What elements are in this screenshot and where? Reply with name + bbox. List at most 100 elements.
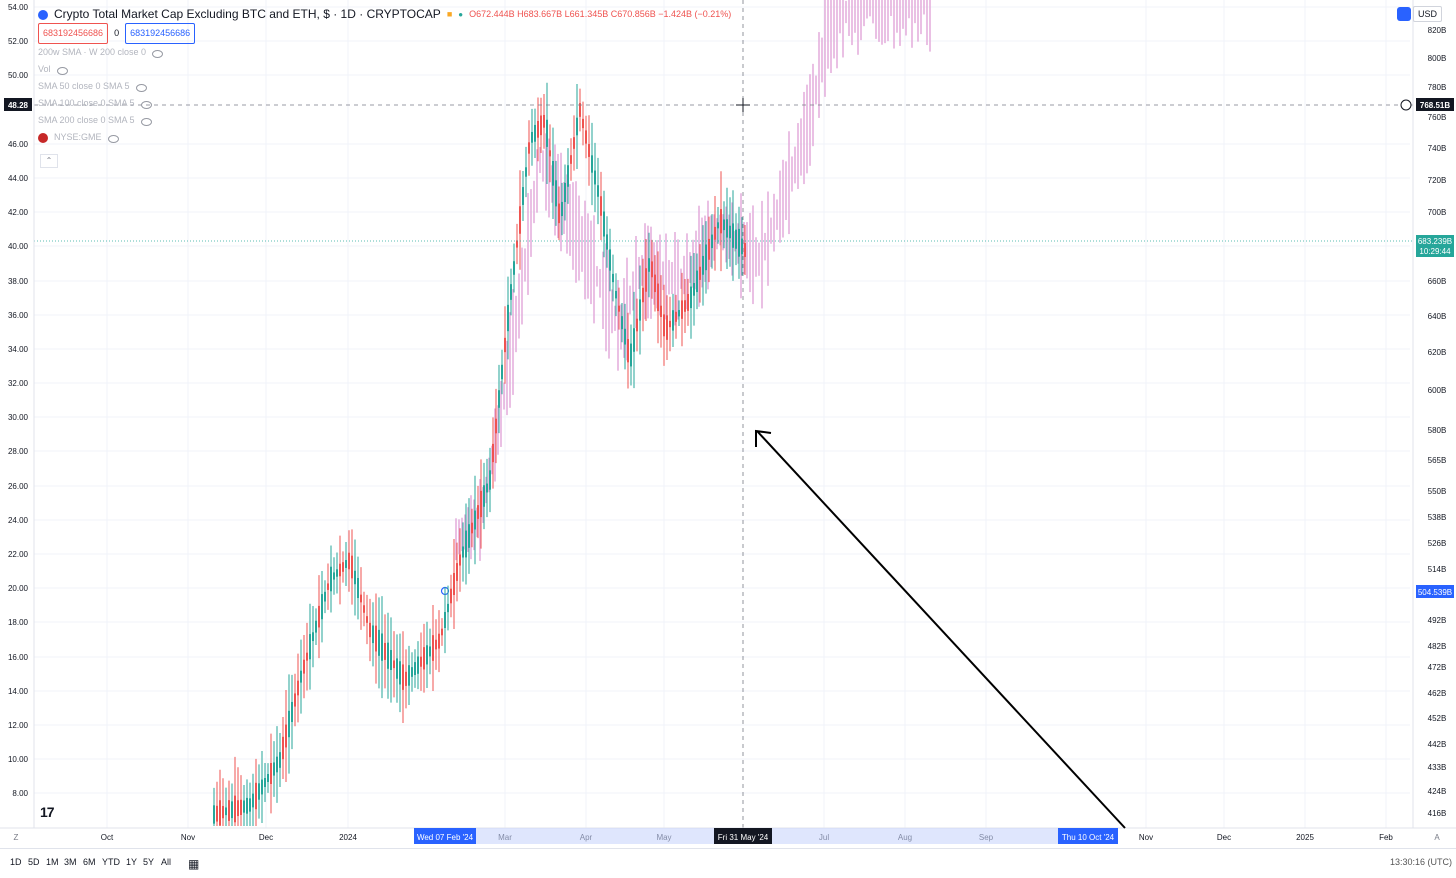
range-all[interactable]: All [161,857,172,867]
candle-body [615,290,617,299]
utc-clock[interactable]: 13:30:16 (UTC) [1389,857,1452,867]
candle-body [495,418,497,434]
candle-body [696,270,698,293]
calendar-icon[interactable]: ▦ [188,857,200,871]
crosshair-price-label-right [1416,98,1454,111]
candle-body [261,779,263,795]
candle-body [582,118,584,129]
candle-body [318,605,320,628]
candle-body [423,647,425,670]
buy-pill[interactable]: 683192456686 [125,23,196,44]
tradingview-logo-icon[interactable]: 17 [40,804,55,820]
ohlc-values: O672.444B H683.667B L661.345B C670.856B … [469,9,732,19]
right-axis-tick: 433B [1428,763,1447,772]
indicator-sma-200[interactable]: SMA 200 close 0 SMA 5 [38,115,135,125]
currency-selector[interactable]: USD [1412,6,1442,22]
eye-icon[interactable] [56,66,68,75]
candle-body [312,632,314,642]
candle-body [213,805,215,824]
candle-body [741,238,743,255]
candle-body [330,566,332,592]
symbol-title[interactable]: Crypto Total Market Cap Excluding BTC an… [54,7,441,21]
candle-body [246,797,248,814]
candle-body [420,656,422,667]
right-price-axis: 820B 800B 780B 760B 740B 720B 700B 660B 640B 620B… [1400,0,1454,828]
eye-icon[interactable] [152,49,164,58]
candle-body [501,364,503,380]
candle-body [513,261,515,275]
candle-body [393,660,395,669]
candle-body [666,315,668,340]
sell-pill[interactable]: 683192456686 [38,23,109,44]
alert-button[interactable] [1397,7,1411,21]
eye-icon[interactable] [140,117,152,126]
candle-body [498,390,500,408]
range-6m[interactable]: 6M [83,857,96,867]
candle-body [606,234,608,250]
candle-body [270,763,272,784]
chart-grid [34,0,1410,828]
candle-body [705,244,707,271]
candle-body [474,510,476,530]
eye-icon[interactable] [140,100,152,109]
candle-body [294,693,296,707]
left-axis-tick: 16.00 [8,653,29,662]
candle-body [297,680,299,696]
right-axis-tick: 452B [1428,714,1447,723]
range-ytd[interactable]: YTD [102,857,120,867]
candle-body [510,284,512,300]
time-axis-tick: 2024 [339,833,357,842]
candle-body [399,661,401,685]
candle-body [240,799,242,815]
candle-body [591,155,593,173]
candle-body [249,798,251,812]
range-1y[interactable]: 1Y [126,857,138,867]
range-1d[interactable]: 1D [10,857,22,867]
candle-body [639,299,641,321]
candle-body [483,485,485,507]
candle-body [441,628,443,636]
candle-body [456,563,458,581]
left-axis-tick: 32.00 [8,379,29,388]
candle-body [444,611,446,629]
candle-body [489,470,491,490]
collapse-legend-button[interactable]: ⌃ [40,154,58,168]
indicator-200w-sma[interactable]: 200w SMA · W 200 close 0 [38,47,147,57]
candle-body [222,805,224,819]
candle-body [471,522,473,534]
range-5d[interactable]: 5D [28,857,40,867]
indicator-sma-100[interactable]: SMA 100 close 0 SMA 5 [38,98,135,108]
right-axis-tick: 538B [1428,513,1447,522]
left-axis-tick: 40.00 [8,242,29,251]
candle-body [573,137,575,149]
candle-body [687,293,689,311]
price-chart[interactable]: 54.00 52.00 50.00 46.00 44.00 42.00 40.00 38.00… [0,0,1456,848]
candle-body [345,560,347,568]
candle-body [588,144,590,157]
candle-body [219,800,221,826]
indicator-gme[interactable]: NYSE:GME [54,132,102,142]
flag-icon[interactable]: ■ [446,9,453,19]
candle-body [321,594,323,620]
right-axis-tick: 550B [1428,487,1447,496]
candle-body [549,150,551,157]
candle-body [645,268,647,292]
range-5y[interactable]: 5Y [143,857,155,867]
indicator-vol[interactable]: Vol [38,64,51,74]
candle-body [216,805,218,822]
candle-body [336,569,338,577]
eye-icon[interactable] [107,134,119,143]
indicator-sma-50[interactable]: SMA 50 close 0 SMA 5 [38,81,130,91]
candle-body [540,115,542,136]
left-axis-tick: 12.00 [8,721,29,730]
candle-body [432,635,434,661]
range-3m[interactable]: 3M [64,857,77,867]
candle-body [426,645,428,665]
candle-body [561,201,563,217]
candle-body [264,778,266,787]
eye-icon[interactable] [135,83,147,92]
range-1m[interactable]: 1M [46,857,59,867]
candle-body [684,300,686,312]
right-axis-tick: 740B [1428,144,1447,153]
right-axis-tick: 820B [1428,26,1447,35]
